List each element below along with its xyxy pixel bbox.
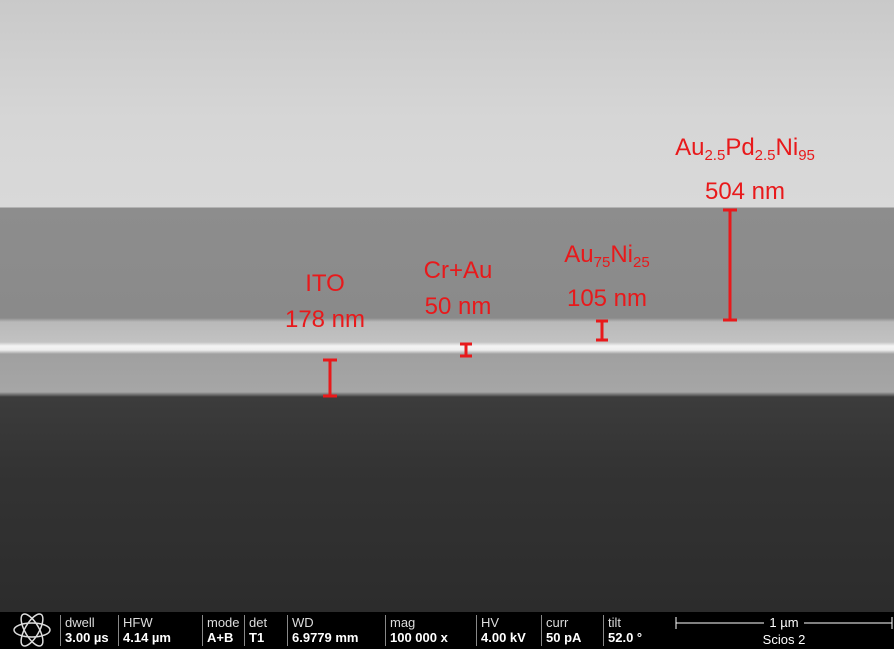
subscript: 75	[594, 254, 611, 271]
scale-bar: 1 µm Scios 2	[674, 612, 894, 649]
field-label: HV	[481, 615, 526, 630]
subscript: 25	[633, 254, 650, 271]
formula: Au2.5Pd2.5Ni95	[635, 130, 855, 174]
field-value: 50 pA	[546, 630, 581, 646]
element: Pd	[725, 134, 754, 161]
field-label: mode	[207, 615, 240, 630]
field-value: 100 000 x	[390, 630, 448, 646]
field-value: 4.00 kV	[481, 630, 526, 646]
subscript: 2.5	[755, 147, 776, 164]
field-label: HFW	[123, 615, 171, 630]
instrument: Scios 2	[763, 632, 806, 647]
annotation: ITO 178 nm	[215, 266, 435, 338]
field-label: dwell	[65, 615, 109, 630]
thickness: 178 nm	[215, 302, 435, 338]
subscript: 95	[798, 147, 815, 164]
element: ITO	[305, 270, 345, 297]
field-value: 52.0 °	[608, 630, 642, 646]
page: Au2.5Pd2.5Ni95504 nmAu75Ni25105 nmCr+Au5…	[0, 0, 894, 649]
field-value: 3.00 µs	[65, 630, 109, 646]
field-value: T1	[249, 630, 267, 646]
thickness: 504 nm	[635, 174, 855, 210]
field-value: A+B	[207, 630, 240, 646]
field-label: curr	[546, 615, 581, 630]
field-label: tilt	[608, 615, 642, 630]
logo	[4, 612, 60, 649]
field-label: det	[249, 615, 267, 630]
element: Ni	[776, 134, 799, 161]
element: Au	[564, 241, 593, 268]
formula: ITO	[215, 266, 435, 302]
field-label: WD	[292, 615, 359, 630]
field-label: mag	[390, 615, 448, 630]
element: Au	[675, 134, 704, 161]
subscript: 2.5	[704, 147, 725, 164]
field-value: 6.9779 mm	[292, 630, 359, 646]
scale-label: 1 µm	[769, 615, 798, 630]
field-value: 4.14 µm	[123, 630, 171, 646]
element: Ni	[610, 241, 633, 268]
